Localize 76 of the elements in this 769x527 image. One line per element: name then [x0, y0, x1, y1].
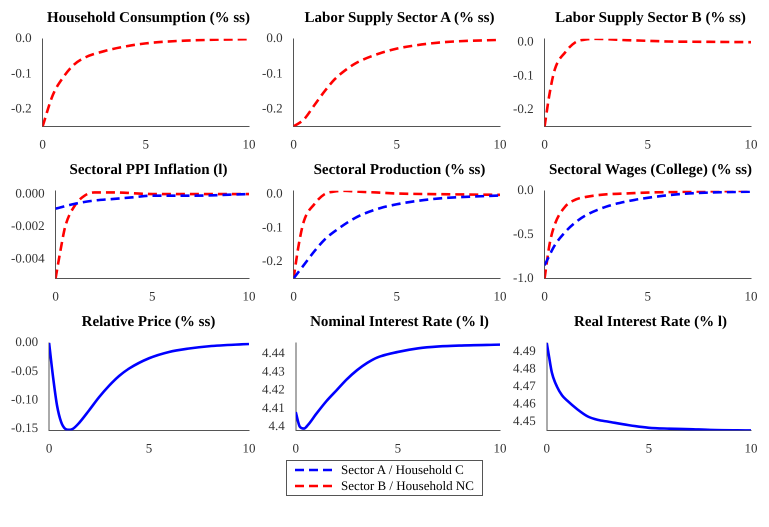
- y-tick-label: 4.48: [513, 360, 536, 376]
- y-tick-label: 0.0: [517, 34, 534, 49]
- y-tick-label: 4.45: [513, 413, 536, 428]
- y-tick-label: 4.41: [262, 400, 285, 415]
- chart-title: Sectoral PPI Inflation (l): [68, 161, 228, 180]
- y-tick-label: 4.44: [262, 345, 286, 360]
- x-tick-label: 10: [494, 136, 506, 152]
- y-tick-label: -0.2: [512, 100, 534, 116]
- y-tick-label: 0.0: [266, 30, 283, 46]
- x-tick-label: 0: [541, 288, 548, 304]
- chart-title: Sectoral Production (% ss): [312, 161, 486, 180]
- y-tick-label: -0.002: [10, 218, 45, 233]
- x-tick-label: 0: [541, 136, 548, 152]
- chart-title: Relative Price (% ss): [80, 313, 216, 332]
- x-tick-label: 0: [39, 136, 46, 152]
- x-tick-label: 5: [142, 136, 150, 152]
- y-tick-label: -0.1: [512, 67, 534, 82]
- x-tick-label: 5: [394, 288, 400, 304]
- chart-title: Labor Supply Sector A (% ss): [304, 9, 496, 28]
- x-tick-label: 0: [52, 288, 59, 304]
- legend-label: Sector A / Household C: [341, 462, 464, 478]
- x-tick-label: 5: [394, 440, 402, 456]
- chart-title: Household Consumption (% ss): [46, 9, 251, 28]
- x-tick-label: 0: [544, 440, 550, 456]
- x-tick-label: 10: [744, 440, 758, 456]
- line-series: [42, 38, 249, 126]
- line-series: [296, 343, 500, 430]
- x-tick-label: 10: [494, 440, 506, 456]
- y-tick-label: 4.4: [268, 418, 286, 434]
- y-tick-label: -0.05: [10, 362, 38, 378]
- x-tick-label: 5: [149, 288, 156, 304]
- line-series: [49, 342, 249, 430]
- y-tick-label: 4.42: [262, 382, 285, 397]
- y-tick-label: -0.2: [262, 100, 283, 116]
- x-tick-label: 0: [290, 136, 297, 152]
- chart-title: Labor Supply Sector B (% ss): [554, 9, 747, 28]
- y-tick-label: -0.1: [262, 65, 283, 80]
- y-tick-label: -0.1: [262, 219, 283, 234]
- y-tick-label: 0.00: [15, 334, 38, 350]
- y-tick-label: 4.43: [262, 363, 285, 378]
- y-tick-label: -0.10: [10, 391, 38, 406]
- line-series: [544, 38, 751, 126]
- y-tick-label: 0.0: [266, 186, 283, 201]
- x-tick-label: 10: [242, 136, 256, 152]
- x-tick-label: 10: [242, 440, 256, 456]
- x-tick-label: 5: [394, 136, 400, 152]
- x-tick-label: 10: [744, 136, 758, 152]
- y-tick-label: 4.47: [513, 378, 536, 394]
- x-tick-label: 5: [644, 288, 652, 304]
- y-tick-label: -0.2: [262, 252, 283, 268]
- x-tick-label: 10: [494, 288, 506, 304]
- x-tick-label: 5: [644, 136, 652, 152]
- y-tick-label: -0.15: [10, 420, 38, 436]
- y-tick-label: 4.46: [513, 396, 536, 411]
- y-tick-label: 0.0: [517, 182, 534, 198]
- y-tick-label: -0.5: [512, 226, 534, 242]
- y-tick-label: -0.2: [10, 100, 32, 116]
- line-series: [546, 342, 751, 430]
- x-tick-label: 5: [646, 440, 652, 456]
- x-tick-label: 5: [146, 440, 152, 456]
- x-tick-label: 10: [744, 288, 758, 304]
- y-tick-label: 4.49: [513, 342, 536, 358]
- chart-title: Real Interest Rate (% l): [572, 313, 728, 332]
- y-tick-label: -1.0: [512, 270, 534, 285]
- x-tick-label: 0: [290, 288, 297, 304]
- chart-title: Sectoral Wages (College) (% ss): [548, 161, 753, 180]
- y-tick-label: 0.0: [15, 30, 32, 46]
- y-tick-label: -0.1: [10, 65, 32, 80]
- y-tick-label: -0.004: [10, 250, 46, 266]
- x-tick-label: 10: [242, 288, 256, 304]
- chart-title: Nominal Interest Rate (% l): [309, 313, 490, 332]
- line-series: [56, 191, 249, 278]
- legend-label: Sector B / Household NC: [341, 478, 474, 494]
- x-tick-label: 0: [46, 440, 52, 456]
- x-tick-label: 0: [292, 440, 299, 456]
- y-tick-label: 0.000: [15, 185, 45, 200]
